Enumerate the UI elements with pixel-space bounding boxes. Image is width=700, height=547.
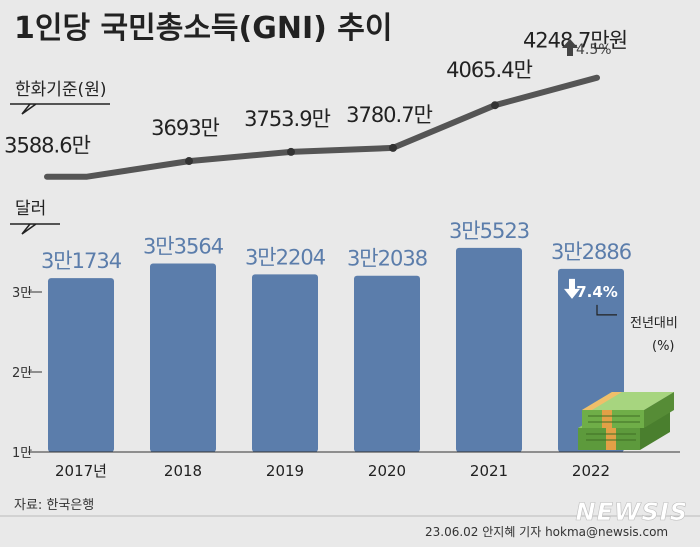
x-tick-label: 2021	[470, 462, 508, 480]
arrow-up-icon	[562, 39, 578, 56]
x-tick-label: 2020	[368, 462, 406, 480]
newsis-logo: NEWSIS	[576, 498, 688, 526]
dollar-value-label: 3만2886	[551, 240, 632, 264]
x-tick-label: 2022	[572, 462, 610, 480]
won-value-label: 4065.4만	[446, 58, 532, 82]
chart-title: 1인당 국민총소득(GNI) 추이	[14, 11, 392, 46]
change-note-leader	[596, 304, 617, 316]
won-change-label: 4.5%	[576, 42, 612, 58]
dollar-tag: 달러	[10, 199, 60, 235]
y-tick-label: 3만	[12, 286, 32, 301]
dollar-bar	[48, 278, 114, 452]
won-value-label: 3753.9만	[244, 107, 330, 131]
credit-note: 23.06.02 안지혜 기자 hokma@newsis.com	[425, 525, 668, 539]
won-point	[491, 101, 499, 110]
change-note-line1: 전년대비	[630, 316, 678, 331]
won-value-label: 4248.7만원	[523, 29, 627, 53]
y-tick-label: 2만	[12, 366, 32, 381]
won-tag-callout	[10, 103, 110, 115]
won-tag: 한화기준(원)	[10, 80, 110, 115]
change-note-line2: (%)	[652, 339, 675, 354]
dollar-value-label: 3만2038	[347, 247, 427, 271]
won-value-label: 3693만	[151, 116, 219, 140]
won-tag-label: 한화기준(원)	[15, 80, 106, 100]
money-stack-icon	[578, 392, 674, 450]
y-tick-label: 1만	[12, 446, 32, 461]
dollar-bar	[150, 263, 216, 452]
source-note: 자료: 한국은행	[14, 497, 94, 513]
won-value-label: 3588.6만	[4, 134, 90, 158]
x-tick-label: 2018	[164, 462, 202, 480]
arrow-down-icon	[564, 278, 580, 299]
dollar-value-label: 3만5523	[449, 219, 529, 243]
dollar-tag-label: 달러	[15, 199, 46, 219]
dollar-value-label: 3만2204	[245, 245, 326, 269]
dollar-tag-callout	[10, 223, 60, 235]
dollar-change-label: 7.4%	[576, 283, 618, 301]
won-point	[389, 143, 397, 152]
won-point	[287, 147, 295, 156]
dollar-bar	[252, 274, 318, 452]
won-line-chart: 3588.6만 3693만 3753.9만 3780.7만 4065.4만 4248.7만…	[4, 29, 628, 180]
won-value-label: 3780.7만	[346, 103, 432, 127]
x-tick-label: 2017년	[55, 462, 107, 480]
x-tick-label: 2019	[266, 462, 304, 480]
change-badge-up: 4.5%	[562, 39, 612, 58]
dollar-bar	[456, 247, 522, 452]
change-badge-down: 7.4%	[564, 278, 618, 301]
dollar-bar-chart: 1만 2만 3만 3만1734 2017년 3만3564 2018 3만2204 2019 3만2…	[12, 219, 680, 480]
dollar-value-label: 3만1734	[41, 249, 122, 273]
dollar-bar	[354, 275, 420, 452]
dollar-value-label: 3만3564	[143, 234, 224, 258]
won-point	[185, 157, 193, 166]
